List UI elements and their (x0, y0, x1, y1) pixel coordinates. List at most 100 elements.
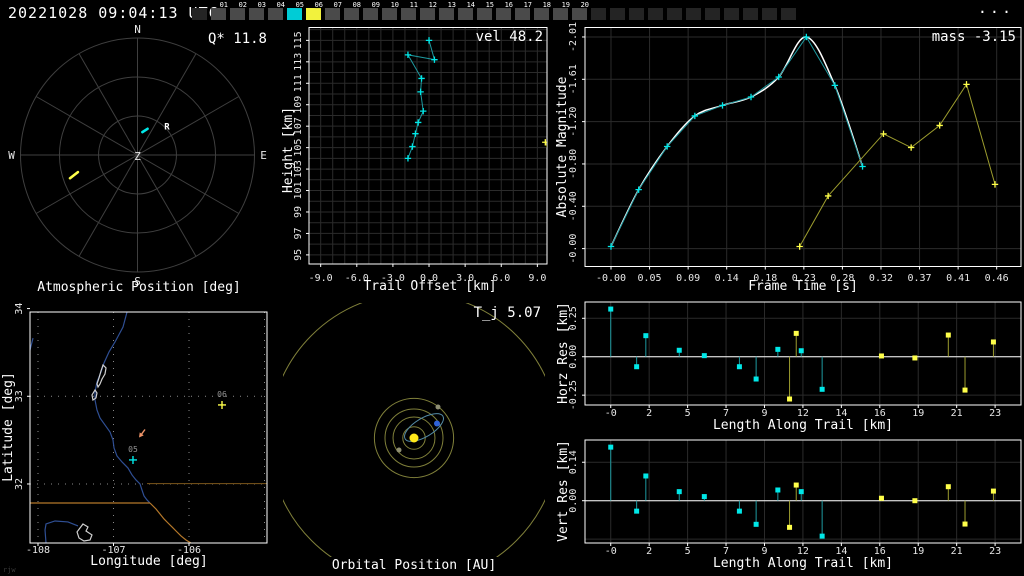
plot-area (608, 444, 996, 539)
plot-area (283, 303, 545, 557)
series-station-1 (610, 36, 864, 247)
plot-area (608, 306, 996, 402)
series-station-2 (544, 142, 547, 149)
frame-thumb-14[interactable]: 14 (458, 2, 475, 20)
frame-thumb-number: 06 (314, 1, 323, 9)
x-axis-label: Length Along Trail [km] (713, 418, 893, 433)
frame-thumb-empty-29[interactable] (743, 8, 758, 20)
frame-thumb-11[interactable]: 11 (401, 2, 418, 20)
compass-west: W (8, 149, 15, 162)
frame-thumb-empty-30[interactable] (762, 8, 777, 20)
planet-orbit-ring (384, 408, 444, 468)
frame-thumb-05[interactable]: 05 (287, 2, 304, 20)
data-point-marker (420, 107, 427, 115)
frame-thumb-15[interactable]: 15 (477, 2, 494, 20)
annotation-sky: Q* 11.8 (208, 31, 267, 47)
data-point-marker (691, 112, 699, 120)
x-axis-label: Length Along Trail [km] (713, 556, 893, 571)
frame-thumb-number: 08 (352, 1, 361, 9)
frame-thumb-06[interactable]: 06 (306, 2, 323, 20)
x-tick-label: 0.37 (907, 273, 931, 284)
x-tick-label: -3.0 (381, 273, 405, 284)
frame-thumb-empty-21[interactable] (591, 8, 606, 20)
frame-thumb-empty-24[interactable] (648, 8, 663, 20)
frame-thumb-number: 18 (542, 1, 551, 9)
x-tick-label: 0.18 (753, 273, 777, 284)
frame-thumb-16[interactable]: 16 (496, 2, 513, 20)
frame-thumb-09[interactable]: 09 (363, 2, 380, 20)
frame-thumb-number: 09 (371, 1, 380, 9)
residual-marker (736, 508, 742, 514)
frame-thumb-empty-0[interactable] (192, 8, 207, 20)
x-tick-label: -9.0 (309, 273, 333, 284)
frame-thumb-17[interactable]: 17 (515, 2, 532, 20)
panel-vert-res: -0 2 5 7 9 12 14 16 19 21 23 0.00 0.14 Length Along T… (556, 439, 1022, 571)
frame-thumb-empty-25[interactable] (667, 8, 682, 20)
residual-marker (775, 346, 781, 352)
x-tick-label: 0.23 (792, 273, 816, 284)
frame-thumb-08[interactable]: 08 (344, 2, 361, 20)
frame-thumb-19[interactable]: 19 (553, 2, 570, 20)
map-feature-rio-grande-river (94, 312, 151, 504)
residual-marker (945, 484, 951, 490)
data-point-marker (635, 186, 642, 193)
frame-thumb-empty-31[interactable] (781, 8, 796, 20)
data-point-marker (824, 192, 832, 200)
series-station-1 (406, 40, 436, 159)
y-tick-label: 115 (293, 31, 304, 49)
data-point-marker (775, 73, 782, 81)
map-feature-sw-river (44, 520, 79, 543)
residual-marker (793, 482, 799, 488)
y-tick-label: 0.25 (568, 306, 579, 330)
data-point-marker (431, 56, 438, 63)
frame-thumb-empty-23[interactable] (629, 8, 644, 20)
y-tick-label: -0.00 (568, 234, 579, 264)
station-marker-06 (218, 400, 227, 409)
frame-thumb-10[interactable]: 10 (382, 2, 399, 20)
y-tick-label: -1.20 (568, 107, 579, 137)
x-axis-label: Trail Offset [km] (363, 279, 496, 294)
x-tick-label: 0.28 (830, 273, 854, 284)
frame-thumb-number: 17 (523, 1, 532, 9)
frame-thumb-13[interactable]: 13 (439, 2, 456, 20)
frame-thumb-number: 19 (561, 1, 570, 9)
frame-thumb-03[interactable]: 03 (249, 2, 266, 20)
data-point-marker (991, 181, 999, 188)
series-station-2 (799, 83, 996, 247)
radiant-label: R (164, 123, 170, 133)
residual-marker (643, 473, 649, 479)
x-tick-label: -0 (605, 408, 617, 419)
frame-thumb-04[interactable]: 04 (268, 2, 285, 20)
residual-marker (634, 364, 640, 370)
frame-thumb-18[interactable]: 18 (534, 2, 551, 20)
frame-thumb-empty-22[interactable] (610, 8, 625, 20)
x-tick-label: 0.09 (676, 273, 700, 284)
x-tick-label: -106 (177, 545, 201, 556)
residual-marker (798, 489, 804, 495)
x-tick-label: 0.14 (715, 273, 739, 284)
data-point-marker (542, 139, 547, 146)
frame-thumb-12[interactable]: 12 (420, 2, 437, 20)
frame-thumb-empty-27[interactable] (705, 8, 720, 20)
data-point-marker (418, 75, 425, 82)
frame-thumb-empty-28[interactable] (724, 8, 739, 20)
data-point-marker (936, 122, 943, 129)
frame-thumb-01[interactable]: 01 (211, 2, 228, 20)
station-marker-label: 06 (217, 390, 227, 399)
data-point-marker (404, 155, 412, 162)
residual-marker (787, 396, 793, 402)
frame-thumb-number: 20 (580, 1, 589, 9)
x-tick-label: -108 (26, 545, 50, 556)
frame-thumb-02[interactable]: 02 (230, 2, 247, 20)
x-tick-label: 0.46 (985, 273, 1009, 284)
x-tick-label: 12 (797, 546, 809, 557)
frame-thumb-empty-26[interactable] (686, 8, 701, 20)
residual-marker (676, 347, 682, 353)
data-point-marker (663, 143, 671, 150)
frame-thumb-07[interactable]: 07 (325, 2, 342, 20)
panel-trail: -9.0 -6.0 -3.0 0.0 3.0 6.0 9.0 95 97 99 101 103 105 1… (281, 27, 548, 294)
frame-thumb-20[interactable]: 20 (572, 2, 589, 20)
data-point-marker (907, 144, 915, 151)
overflow-menu[interactable]: ... (977, 0, 1014, 17)
